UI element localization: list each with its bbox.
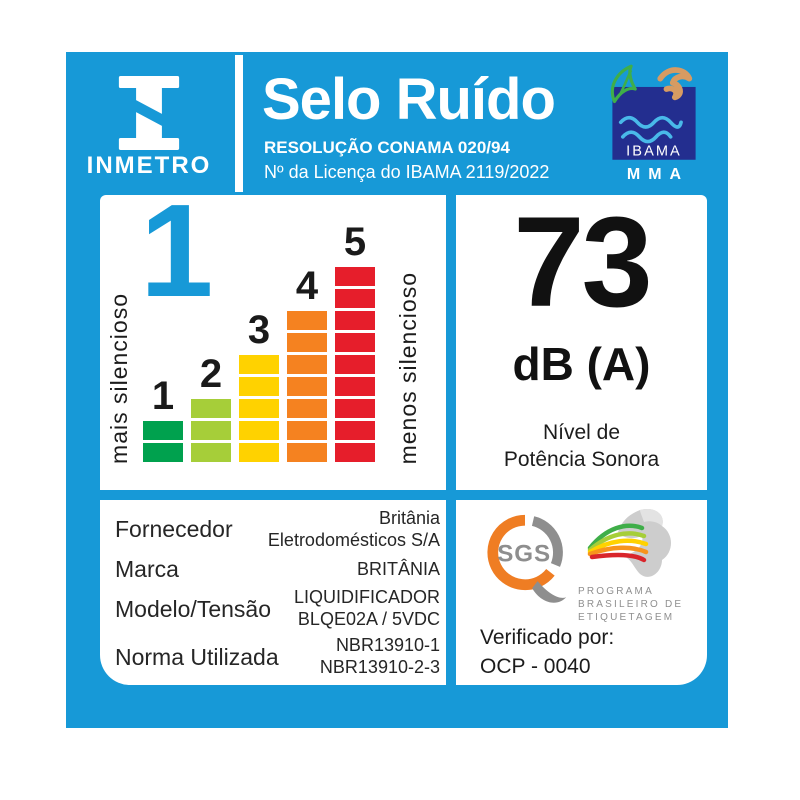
verified-by-text: Verificado por: — [480, 626, 615, 649]
bar-segment — [287, 311, 327, 330]
bar-segment — [191, 421, 231, 440]
bar-segment — [287, 421, 327, 440]
pbe-brazil-icon — [587, 508, 671, 577]
bar-segment — [239, 399, 279, 418]
ibama-mma-logo: IBAMA MMA — [606, 62, 702, 192]
noise-bar-1: 1 — [143, 374, 183, 462]
bar-segment — [335, 443, 375, 462]
bar-number-label: 4 — [295, 264, 319, 308]
noise-bar-5: 5 — [335, 220, 375, 462]
db-caption: Nível de Potência Sonora — [503, 421, 660, 472]
bar-number-label: 1 — [151, 374, 175, 418]
product-details-quadrant: Fornecedor Britânia Eletrodomésticos S/A… — [100, 500, 446, 685]
sgs-wordmark: SGS — [497, 540, 551, 567]
ibama-logo-icon: IBAMA — [610, 64, 696, 160]
noise-bar-2: 2 — [191, 352, 231, 462]
page-title: Selo Ruído — [262, 67, 556, 132]
leaf-vein — [619, 69, 633, 94]
sgs-tail — [532, 581, 567, 603]
axis-label-quieter: mais silencioso — [106, 293, 132, 464]
resolution-text: RESOLUÇÃO CONAMA 020/94 — [264, 138, 510, 157]
bar-segment — [287, 333, 327, 352]
table-row: Fornecedor Britânia Eletrodomésticos S/A — [115, 508, 440, 550]
bar-segment — [143, 421, 183, 440]
pbe-logo: PROGRAMA BRASILEIRO DE ETIQUETAGEM — [578, 508, 702, 624]
bar-segment — [191, 443, 231, 462]
license-text: Nº da Licença do IBAMA 2119/2022 — [264, 162, 550, 182]
bar-segment — [335, 289, 375, 308]
bar-segment — [143, 443, 183, 462]
sound-power-quadrant: 73 dB (A) Nível de Potência Sonora — [456, 195, 707, 490]
wave-icon — [620, 130, 673, 144]
bar-segment — [287, 355, 327, 374]
db-unit: dB (A) — [512, 338, 651, 390]
noise-bar-4: 4 — [287, 264, 327, 462]
bar-segment — [239, 355, 279, 374]
bar-segment — [287, 399, 327, 418]
table-row: Norma Utilizada NBR13910-1 NBR13910-2-3 — [115, 635, 440, 678]
verification-quadrant: SGS PROGRAMA BRASILEIRO DE ETIQUETAGEM — [456, 500, 707, 685]
ocp-number: OCP - 0040 — [480, 655, 591, 678]
bar-segment — [191, 399, 231, 418]
bar-segment — [335, 377, 375, 396]
pbe-caption: PROGRAMA BRASILEIRO DE ETIQUETAGEM — [578, 586, 684, 623]
bar-segment — [239, 377, 279, 396]
bar-segment — [335, 355, 375, 374]
bar-number-label: 3 — [247, 308, 271, 352]
ibama-wordmark: IBAMA — [626, 144, 682, 160]
sgs-logo: SGS — [487, 514, 567, 603]
selected-noise-class: 1 — [140, 177, 214, 324]
bar-segment — [287, 377, 327, 396]
fauna-swoosh-icon — [657, 67, 693, 101]
bar-segment — [335, 333, 375, 352]
axis-label-louder: menos silencioso — [395, 271, 421, 464]
bar-segment — [335, 267, 375, 286]
label-header: INMETRO Selo Ruído RESOLUÇÃO CONAMA 020/… — [66, 52, 728, 195]
noise-bar-3: 3 — [239, 308, 279, 462]
bar-segment — [239, 443, 279, 462]
inmetro-logo-icon — [118, 76, 180, 150]
inmetro-wordmark: INMETRO — [86, 152, 212, 179]
db-value: 73 — [513, 191, 652, 334]
bar-number-label: 5 — [343, 220, 367, 264]
table-row: Marca BRITÂNIA — [115, 556, 440, 582]
bar-segment — [239, 421, 279, 440]
bar-segment — [335, 399, 375, 418]
bar-segment — [335, 421, 375, 440]
bar-segment — [287, 443, 327, 462]
mma-wordmark: MMA — [626, 166, 690, 183]
header-divider — [235, 55, 243, 192]
inmetro-brand: INMETRO — [87, 52, 209, 192]
table-row: Modelo/Tensão LIQUIDIFICADOR BLQE02A / 5… — [115, 587, 440, 630]
bar-number-label: 2 — [199, 352, 223, 396]
selo-ruido-label: INMETRO Selo Ruído RESOLUÇÃO CONAMA 020/… — [66, 52, 728, 728]
panel-divider-horizontal — [100, 490, 707, 500]
bar-segment — [335, 311, 375, 330]
wave-icon — [618, 115, 683, 129]
panel-divider-vertical — [446, 195, 456, 685]
